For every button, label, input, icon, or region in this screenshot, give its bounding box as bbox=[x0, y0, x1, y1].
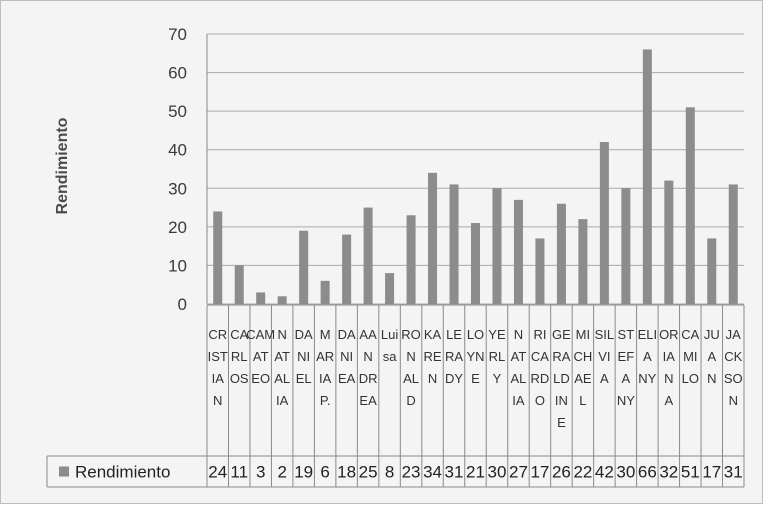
bar bbox=[535, 238, 545, 304]
category-label: JA CK SO N bbox=[724, 327, 743, 408]
category-label: ELI A NY bbox=[638, 327, 658, 386]
bar bbox=[621, 188, 631, 304]
category-label: CR IST IA N bbox=[208, 327, 228, 408]
y-axis-title: Rendimiento bbox=[54, 117, 71, 214]
category-label: Lui sa bbox=[381, 327, 398, 364]
legend-label: Rendimiento bbox=[75, 463, 170, 482]
y-tick-label: 40 bbox=[168, 141, 187, 160]
legend-swatch bbox=[59, 466, 69, 477]
bar bbox=[728, 184, 738, 304]
table-value: 31 bbox=[445, 463, 464, 482]
bars bbox=[213, 49, 738, 305]
category-label: RO N AL D bbox=[401, 327, 421, 408]
table-value: 26 bbox=[552, 463, 571, 482]
table-value: 30 bbox=[616, 463, 635, 482]
y-tick-label: 50 bbox=[168, 102, 187, 121]
bar bbox=[234, 265, 244, 304]
bar bbox=[363, 207, 373, 304]
table-value: 18 bbox=[337, 463, 356, 482]
table-value: 34 bbox=[423, 463, 442, 482]
category-label: N AT AL IA bbox=[274, 327, 290, 408]
table-value: 25 bbox=[359, 463, 378, 482]
category-label: LE RA DY bbox=[445, 327, 463, 386]
y-tick-label: 70 bbox=[168, 25, 187, 44]
category-label: CAM AT EO bbox=[246, 327, 275, 386]
table-value: 27 bbox=[509, 463, 528, 482]
category-label: OR IA N A bbox=[659, 327, 679, 408]
category-label: GE RA LD IN E bbox=[552, 327, 571, 430]
bar bbox=[299, 230, 309, 304]
bar bbox=[342, 234, 352, 304]
bar bbox=[449, 184, 459, 304]
table-value: 51 bbox=[681, 463, 700, 482]
category-label: CA RL OS bbox=[230, 327, 249, 386]
category-label: RI CA RD O bbox=[531, 327, 550, 408]
table-value: 2 bbox=[277, 463, 286, 482]
table-value: 21 bbox=[466, 463, 485, 482]
table-value: 11 bbox=[230, 463, 248, 482]
bar bbox=[685, 107, 695, 305]
category-label: MI CH AE L bbox=[574, 327, 593, 408]
bar bbox=[320, 280, 330, 304]
table-value: 24 bbox=[208, 463, 227, 482]
bar bbox=[406, 215, 416, 304]
bar bbox=[664, 180, 674, 304]
y-axis: 0 10 20 30 40 50 60 70 bbox=[168, 25, 208, 314]
bar bbox=[213, 211, 223, 304]
bar bbox=[599, 142, 609, 304]
y-tick-label: 10 bbox=[168, 256, 187, 275]
category-label: KA RE N bbox=[424, 327, 442, 386]
category-label: JU A N bbox=[704, 327, 720, 386]
table-value: 17 bbox=[530, 463, 549, 482]
bar bbox=[385, 273, 395, 304]
bar bbox=[556, 203, 566, 304]
bar bbox=[428, 172, 438, 304]
category-label: AA N DR EA bbox=[359, 327, 378, 408]
table-value: 6 bbox=[320, 463, 329, 482]
table-value: 66 bbox=[638, 463, 657, 482]
bar bbox=[470, 223, 481, 304]
y-tick-label: 0 bbox=[178, 295, 187, 314]
category-label: DA NI EL bbox=[295, 327, 313, 386]
table-value: 3 bbox=[256, 463, 265, 482]
bar bbox=[256, 292, 266, 304]
category-label: YE RL Y bbox=[488, 327, 506, 386]
y-tick-label: 60 bbox=[168, 64, 187, 83]
table-value: 22 bbox=[573, 463, 592, 482]
category-label: ST EF A NY bbox=[617, 327, 635, 408]
category-label: SIL VI A bbox=[595, 327, 615, 386]
bar bbox=[578, 219, 588, 304]
table-value: 32 bbox=[659, 463, 678, 482]
bar bbox=[513, 199, 523, 304]
y-tick-label: 30 bbox=[168, 179, 187, 198]
bar bbox=[492, 188, 502, 304]
bar bbox=[707, 238, 717, 304]
table-value: 31 bbox=[724, 463, 743, 482]
table-value: 19 bbox=[294, 463, 313, 482]
category-label: M AR IA P. bbox=[316, 327, 334, 408]
table-value: 23 bbox=[402, 463, 421, 482]
category-label: CA MI LO bbox=[681, 327, 699, 386]
table-value: 30 bbox=[488, 463, 507, 482]
table-value: 42 bbox=[595, 463, 614, 482]
category-label: N AT AL IA bbox=[511, 327, 527, 408]
table-value: 8 bbox=[385, 463, 394, 482]
category-label: LO YN E bbox=[466, 327, 484, 386]
category-label: DA NI EA bbox=[338, 327, 356, 386]
y-tick-label: 20 bbox=[168, 218, 187, 237]
bar bbox=[277, 296, 287, 304]
table-value: 17 bbox=[702, 463, 721, 482]
bar bbox=[642, 49, 652, 304]
